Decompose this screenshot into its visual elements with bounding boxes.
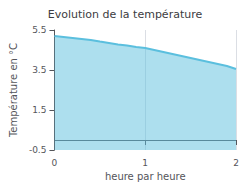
svg-text:heure par heure: heure par heure <box>105 171 186 182</box>
svg-text:Evolution de la température: Evolution de la température <box>48 8 203 21</box>
svg-text:1.5: 1.5 <box>32 105 46 115</box>
svg-text:5.5: 5.5 <box>32 25 46 35</box>
svg-text:0: 0 <box>52 158 58 168</box>
svg-text:3.5: 3.5 <box>32 65 46 75</box>
svg-text:1: 1 <box>142 158 148 168</box>
svg-text:Température en °C: Température en °C <box>8 43 19 138</box>
svg-text:2: 2 <box>233 158 239 168</box>
svg-text:-0.5: -0.5 <box>29 145 47 155</box>
